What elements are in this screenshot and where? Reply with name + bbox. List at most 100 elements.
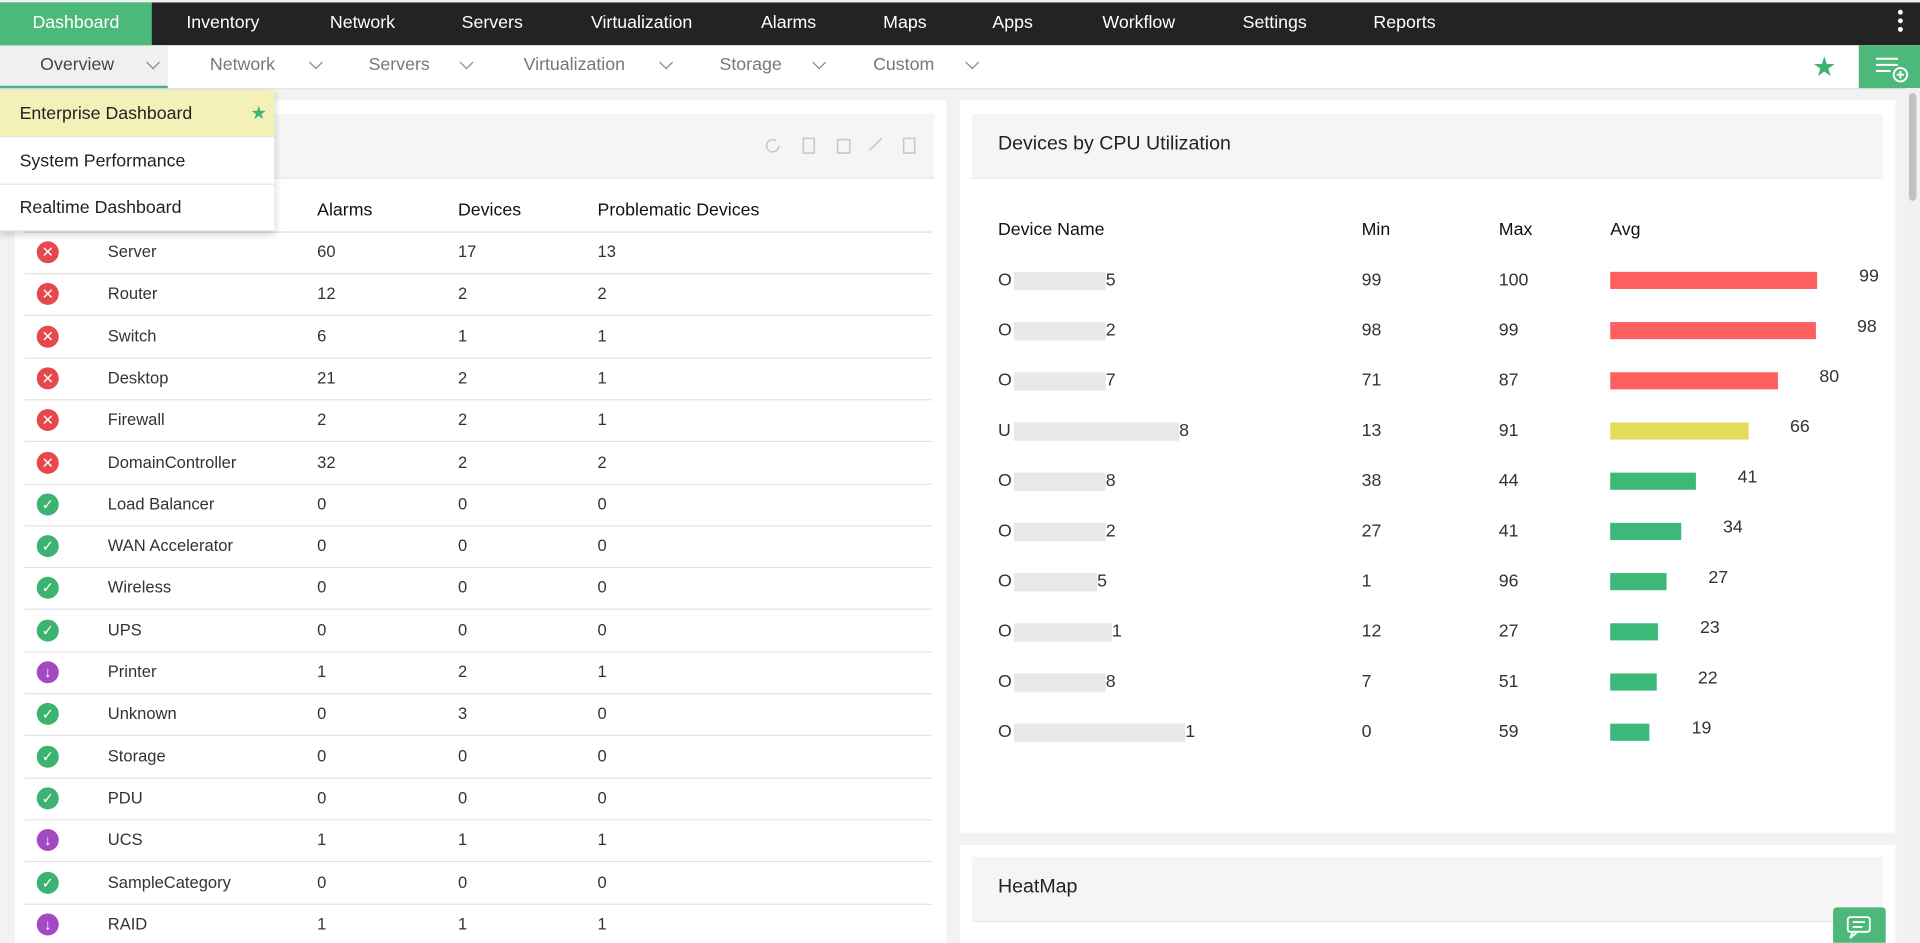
chat-button[interactable] (1833, 907, 1886, 943)
avg-label: 80 (1819, 367, 1840, 387)
nav-item[interactable]: Workflow (1102, 13, 1176, 34)
subnav-item[interactable]: Storage (719, 55, 782, 75)
star[interactable]: ★ (250, 102, 267, 124)
category-name[interactable]: Printer (107, 662, 157, 681)
category-name[interactable]: Switch (107, 326, 157, 345)
cpu-widget-title: Devices by CPU Utilization (997, 133, 1231, 155)
category-name[interactable]: UPS (107, 620, 142, 639)
min-cell: 71 (1361, 371, 1382, 391)
device-name-end: 5 (1105, 270, 1116, 291)
status-icon: ✓ (36, 577, 59, 600)
max-cell: 87 (1498, 371, 1519, 391)
masked-name (1013, 422, 1180, 441)
nav-item[interactable]: Dashboard (0, 2, 152, 46)
status-icon: ✓ (36, 745, 59, 768)
subnav-item[interactable]: Network (209, 55, 276, 75)
count-cell: 0 (597, 788, 607, 807)
cpu-panel-header (972, 113, 1884, 179)
nav-item[interactable]: Servers (461, 13, 523, 34)
cpu-panel (960, 100, 1896, 833)
avg-label: 34 (1723, 517, 1743, 538)
count-cell: 1 (317, 662, 327, 681)
masked-name (1013, 673, 1106, 692)
category-name[interactable]: Storage (107, 746, 166, 765)
max-cell: 91 (1498, 421, 1519, 441)
min-cell: 7 (1361, 672, 1372, 692)
category-name[interactable]: Desktop (107, 368, 169, 387)
count-cell: 0 (457, 788, 468, 807)
category-name[interactable]: SampleCategory (107, 872, 231, 891)
subnav-item[interactable]: Virtualization (523, 55, 625, 75)
nav-item[interactable]: Settings (1242, 13, 1307, 34)
favorite-star[interactable]: ★ (1812, 51, 1837, 83)
dropdown-item[interactable]: Realtime Dashboard (0, 184, 275, 232)
dropdown-item[interactable]: Enterprise Dashboard (0, 90, 275, 138)
device-name-start: O (997, 521, 1012, 542)
category-name[interactable]: PDU (107, 788, 143, 807)
min-cell: 38 (1361, 471, 1382, 492)
count-cell: 0 (597, 704, 607, 723)
column-header: Alarms (317, 200, 373, 221)
min-cell: 13 (1361, 421, 1382, 441)
nav-item[interactable]: Alarms (760, 13, 817, 34)
more-menu[interactable] (1897, 9, 1903, 32)
add-widget-button[interactable] (1858, 45, 1920, 89)
count-cell: 0 (597, 494, 607, 513)
category-name[interactable]: RAID (107, 914, 148, 933)
max-cell: 99 (1498, 320, 1519, 341)
device-name-end: 8 (1105, 672, 1116, 692)
device-name-start: U (997, 421, 1011, 441)
active-subtab (0, 45, 168, 89)
category-name[interactable]: Router (107, 284, 158, 303)
row-divider (24, 567, 932, 569)
scrollbar[interactable] (1905, 88, 1920, 943)
nav-item[interactable]: Network (329, 13, 396, 34)
count-cell: 2 (317, 410, 327, 429)
category-name[interactable]: DomainController (107, 452, 237, 471)
min-cell: 12 (1361, 622, 1382, 642)
nav-item[interactable]: Virtualization (590, 13, 693, 34)
category-name[interactable]: Load Balancer (107, 494, 215, 513)
count-cell: 0 (457, 494, 468, 513)
min-cell: 99 (1361, 270, 1382, 291)
avg-bar (1610, 472, 1697, 490)
device-name-start: O (997, 270, 1012, 291)
category-name[interactable]: Unknown (107, 704, 177, 723)
status-icon: ✕ (36, 325, 59, 348)
dropdown-item[interactable]: System Performance (0, 137, 275, 185)
category-name[interactable]: Firewall (107, 410, 165, 429)
subnav-item[interactable]: Overview (40, 55, 115, 75)
count-cell: 0 (597, 746, 607, 765)
category-name[interactable]: WAN Accelerator (107, 536, 233, 555)
device-name-end: 1 (1111, 622, 1122, 642)
row-divider (24, 525, 932, 527)
count-cell: 1 (597, 662, 607, 681)
status-icon: ✓ (36, 703, 59, 726)
nav-item[interactable]: Inventory (186, 13, 260, 34)
category-panel (14, 100, 947, 943)
category-name[interactable]: UCS (107, 830, 143, 849)
status-icon: ✕ (36, 283, 59, 306)
status-icon: ✓ (36, 787, 59, 810)
count-cell: 0 (317, 704, 327, 723)
avg-bar (1610, 322, 1816, 340)
category-name[interactable]: Wireless (107, 578, 172, 597)
column-header: Min (1361, 220, 1391, 241)
category-name[interactable]: Server (107, 242, 157, 261)
subnav-item[interactable]: Custom (873, 55, 935, 75)
nav-item[interactable]: Reports (1373, 13, 1436, 34)
dashboard-dropdown: Enterprise Dashboard ★ System Performance R… (0, 90, 275, 232)
count-cell: 0 (317, 746, 327, 765)
count-cell: 0 (457, 872, 468, 891)
count-cell: 2 (457, 368, 468, 387)
row-divider (24, 903, 932, 905)
count-cell: 17 (457, 242, 477, 261)
subnav-item[interactable]: Servers (368, 55, 430, 75)
row-divider (24, 399, 932, 401)
count-cell: 0 (457, 620, 468, 639)
nav-item[interactable]: Maps (883, 13, 927, 34)
nav-item[interactable]: Apps (992, 13, 1033, 34)
count-cell: 1 (597, 326, 607, 345)
